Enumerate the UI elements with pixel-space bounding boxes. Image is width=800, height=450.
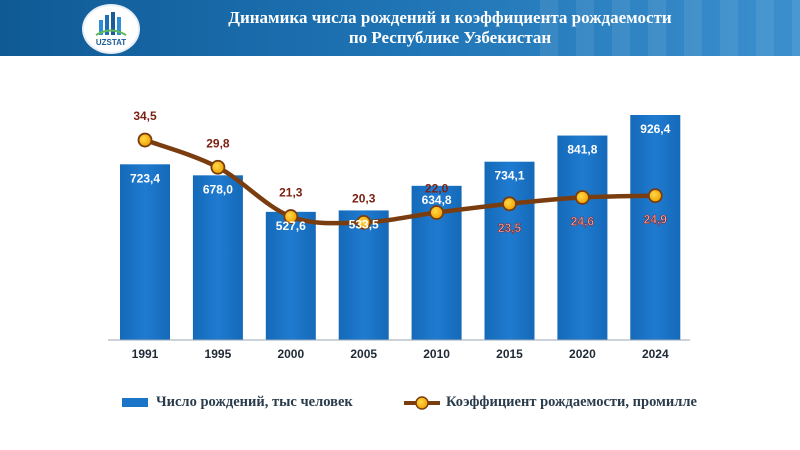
rate-point-2000: [283, 209, 299, 224]
x-tick-label: 1991: [132, 347, 159, 361]
bar-value-label: 723,4: [130, 171, 160, 185]
x-tick-label: 2010: [423, 347, 450, 361]
rate-value-label: 29,8: [206, 136, 230, 150]
rate-point-2005: [356, 214, 372, 230]
x-tick-label: 2020: [569, 347, 596, 361]
title-line-2: по Республике Узбекистан: [348, 28, 552, 47]
rate-value-label: 24,6: [571, 214, 595, 228]
bar-1991: [120, 164, 170, 340]
rate-point-2015: [502, 196, 517, 212]
rate-point-2024: [647, 188, 663, 204]
bar-value-label: 841,8: [567, 143, 597, 157]
rate-point-2020: [575, 190, 590, 205]
legend-label-rate: Коэффициент рождаемости, промилле: [446, 394, 697, 411]
rate-line: [142, 137, 658, 226]
bar-value-label: 634,8: [422, 193, 452, 207]
x-tick-label: 2024: [642, 347, 669, 361]
rate-value-label: 34,5: [133, 109, 157, 123]
rate-value-label: 20,3: [352, 191, 376, 205]
bar-value-label: 734,1: [494, 169, 524, 183]
rate-point-1991: [137, 132, 153, 148]
bar-2015: [484, 161, 535, 340]
legend-label-births: Число рождений, тыс человек: [156, 394, 353, 411]
bar-value-label: 926,4: [640, 122, 670, 136]
rate-value-label: 24,9: [644, 213, 668, 227]
bar-value-label: 527,6: [276, 219, 306, 233]
legend-item-rate: Коэффициент рождаемости, промилле: [404, 394, 697, 414]
header: UZSTAT Динамика числа рождений и коэффиц…: [0, 0, 800, 56]
bar-2005: [338, 210, 389, 340]
bar-1995: [192, 175, 243, 340]
rate-value-label: 22,0: [425, 181, 449, 195]
x-tick-label: 1995: [205, 347, 232, 361]
legend-bar-swatch: [122, 398, 148, 408]
x-tick-label: 2005: [350, 347, 377, 361]
bar-2000: [265, 211, 316, 340]
rate-value-label: 23,5: [498, 221, 522, 235]
rate-point-2010: [429, 205, 445, 220]
rate-point-1995: [210, 159, 226, 175]
bar-2024: [630, 115, 681, 340]
bar-value-label: 533,5: [349, 217, 379, 231]
legend-line-swatch: [404, 395, 440, 410]
bar-value-label: 678,0: [203, 182, 233, 196]
bar-2020: [557, 135, 608, 340]
logo-text: UZSTAT: [95, 38, 127, 47]
legend-item-births: Число рождений, тыс человек: [122, 394, 353, 414]
uzstat-logo: UZSTAT: [84, 6, 138, 52]
logo-bars-icon: [95, 12, 127, 36]
x-tick-label: 2000: [277, 347, 304, 361]
x-tick-label: 2015: [496, 347, 523, 361]
rate-value-label: 21,3: [279, 186, 303, 200]
